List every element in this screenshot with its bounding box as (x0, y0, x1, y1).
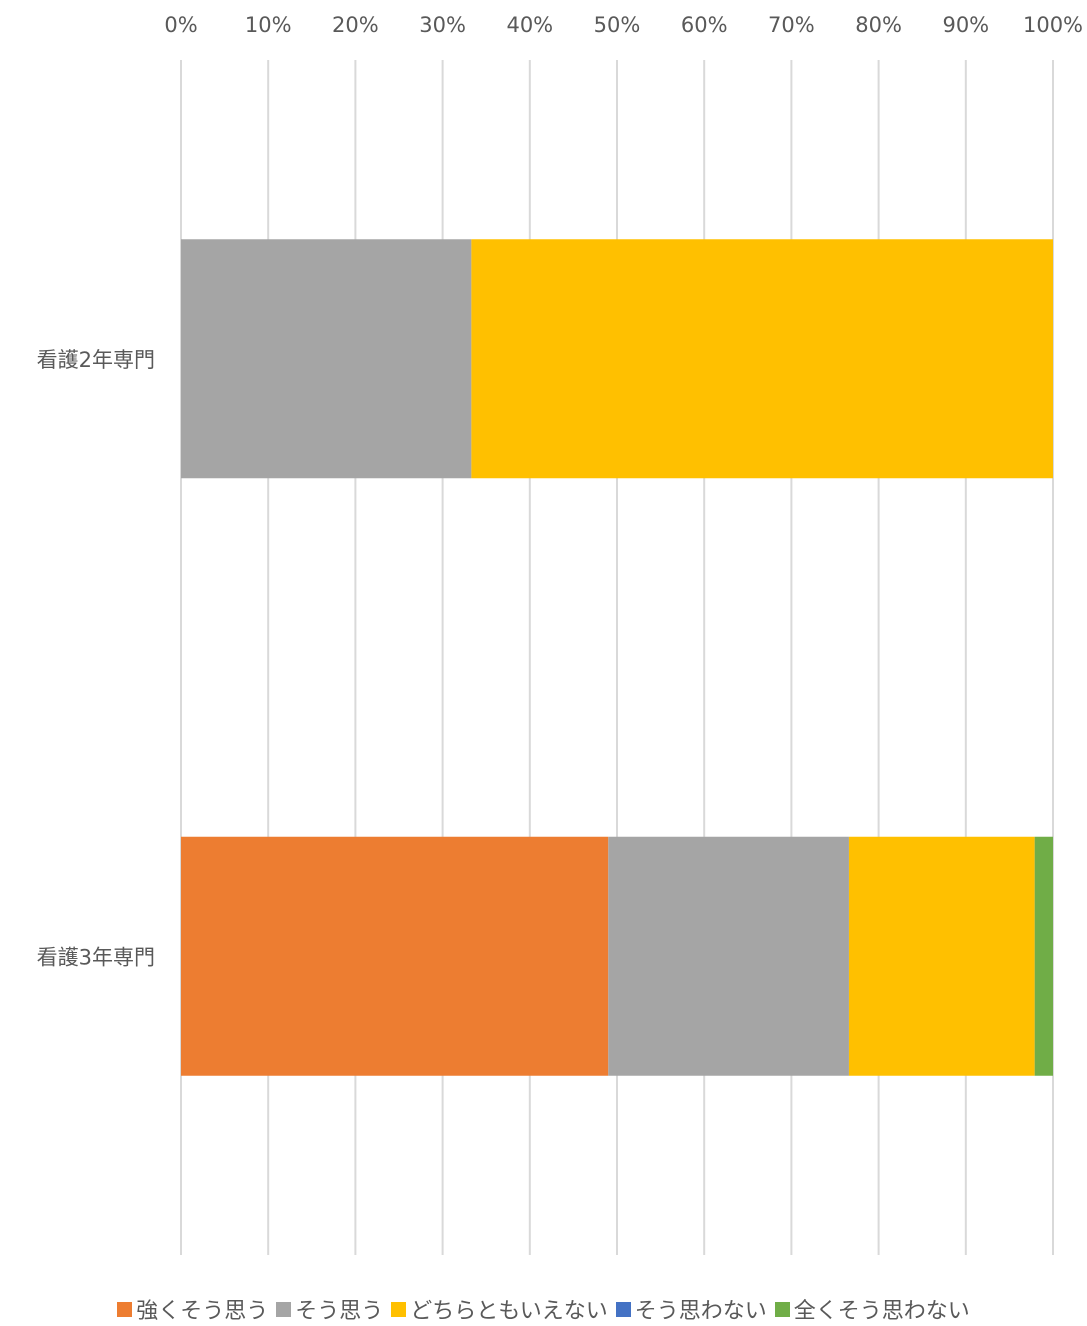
legend: 強くそう思う そう思う どちらともいえない そう思わない 全くそう思わない (0, 1292, 1087, 1326)
x-tick-label: 30% (419, 13, 466, 37)
legend-label: 全くそう思わない (793, 1299, 970, 1324)
x-tick-label: 80% (855, 13, 902, 37)
x-tick-label: 0% (164, 13, 197, 37)
bar-segments (181, 239, 1054, 1076)
bar-segment (608, 836, 849, 1076)
category-label: 看護2年専門 (37, 348, 155, 372)
legend-swatch (276, 1301, 292, 1317)
stacked-bar-chart: 0% 10% 20% 30% 40% 50% 60% 70% 80% 90% 100% 看護2年専門… (37, 13, 1083, 1255)
legend-label: どちらともいえない (410, 1299, 608, 1324)
x-tick-label: 90% (942, 13, 989, 37)
x-tick-label: 50% (594, 13, 641, 37)
bar-segment (471, 239, 1054, 479)
legend-item: 全くそう思わない (774, 1293, 970, 1325)
legend-swatch (774, 1301, 790, 1317)
legend-item: そう思わない (615, 1293, 767, 1325)
x-tick-label: 20% (332, 13, 379, 37)
legend-label: そう思わない (634, 1299, 767, 1324)
x-tick-label: 40% (506, 13, 553, 37)
legend-label: 強くそう思う (136, 1299, 269, 1324)
legend-swatch (391, 1301, 407, 1317)
legend-swatch (615, 1301, 631, 1317)
legend-item: 強くそう思う (117, 1293, 268, 1325)
bar-segment (181, 239, 472, 479)
legend-swatch (117, 1301, 133, 1317)
legend-item: そう思う (276, 1293, 383, 1325)
category-label: 看護3年専門 (37, 945, 155, 969)
x-tick-label: 10% (245, 13, 292, 37)
x-tick-label: 100% (1023, 13, 1083, 37)
x-tick-label: 60% (681, 13, 728, 37)
x-tick-label: 70% (768, 13, 815, 37)
bar-segment (848, 836, 1035, 1076)
legend-label: そう思う (295, 1299, 384, 1324)
bar-segment (1034, 836, 1053, 1076)
bar-segment (181, 836, 609, 1076)
x-axis-tick-labels: 0% 10% 20% 30% 40% 50% 60% 70% 80% 90% 100% (164, 13, 1083, 37)
legend-item: どちらともいえない (391, 1293, 608, 1325)
